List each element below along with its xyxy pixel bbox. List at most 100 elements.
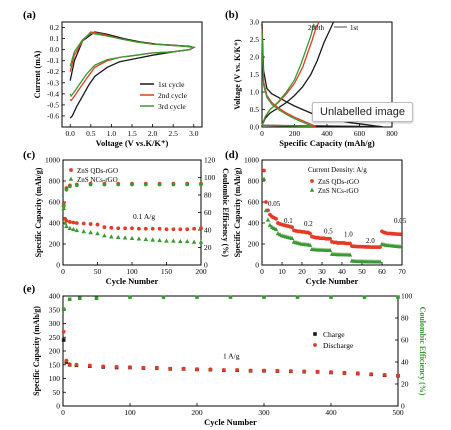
panel-a-xtick-label: 0.5 xyxy=(86,129,96,138)
panel-d-xtick-label: 70 xyxy=(398,267,406,276)
panel-d-data-point xyxy=(261,176,267,181)
panel-e-data-point xyxy=(87,363,92,368)
panel-d-ylabel: Specific Capacity (mAh/g) xyxy=(233,167,242,257)
panel-c-legend-marker xyxy=(69,168,73,172)
panel-c-data-point xyxy=(171,238,176,243)
panel-c-data-point xyxy=(67,225,73,231)
panel-d-data-point xyxy=(308,231,312,236)
panel-e-data-point xyxy=(67,362,72,367)
panel-d-data-point xyxy=(328,236,332,241)
panel-c-ytick-label: 600 xyxy=(49,198,61,207)
panel-c-data-point xyxy=(171,182,176,187)
panel-c-data-point xyxy=(74,221,79,225)
panel-e-data-point xyxy=(208,367,213,372)
panel-b-xtick-label: 400 xyxy=(321,129,333,138)
panel-a-legend-label: 1st cycle xyxy=(158,80,185,89)
panel-e-ytick-label: 0 xyxy=(56,402,60,411)
panel-c-xtick-label: 50 xyxy=(94,267,102,276)
panel-b-annotation: 200th xyxy=(308,24,324,32)
panel-e-data-point xyxy=(221,368,226,372)
panel-c-ytick-label: 400 xyxy=(49,219,61,228)
panel-c-data-point xyxy=(64,187,69,192)
panel-c-data-point xyxy=(198,239,204,244)
panel-c-data-point xyxy=(130,226,134,231)
panel-d-label: (d) xyxy=(225,149,239,161)
panel-c-legend-label: ZnS NCs-rGO xyxy=(77,176,118,184)
panel-e-data-point xyxy=(329,370,333,375)
panel-e-data-point xyxy=(168,366,173,371)
panel-c-data-point xyxy=(178,238,183,244)
panel-b-ylabel: Voltage (V vs. K/K⁺) xyxy=(233,39,242,110)
panel-c-data-point xyxy=(116,182,121,187)
panel-c-data-point xyxy=(143,182,148,187)
panel-c-xtick-label: 100 xyxy=(126,267,138,276)
panel-e-legend-label: Charge xyxy=(323,330,345,339)
panel-d-xlabel: Cycle Number xyxy=(306,276,359,286)
panel-e-data-point xyxy=(362,295,367,299)
panel-c-ytick-label: 800 xyxy=(49,177,61,186)
panel-e-y2tick-label: 100 xyxy=(401,292,413,301)
panel-c-data-point xyxy=(150,237,155,242)
panel-e-data-point xyxy=(369,372,374,376)
panel-d-data-point xyxy=(267,222,273,227)
panel-c-data-point xyxy=(88,222,93,226)
unlabelled-image-badge: Unlabelled image xyxy=(312,102,413,122)
panel-b-annotation: 1st xyxy=(350,24,358,32)
panel-e-label: (e) xyxy=(23,283,36,295)
panel-c-data-point xyxy=(61,205,66,211)
panel-c-data-point xyxy=(109,225,114,230)
panel-a-xtick-label: 1.5 xyxy=(127,129,137,138)
panel-b-ytick-label: 1.5 xyxy=(250,70,260,79)
panel-e-y2tick-label: 20 xyxy=(401,380,409,389)
panel-b-series-line xyxy=(261,23,315,127)
panel-d-data-point xyxy=(274,216,278,221)
panel-c-data-point xyxy=(68,220,72,224)
panel-c-data-point xyxy=(199,182,203,187)
panel-c-y2tick-label: 40 xyxy=(204,226,212,235)
panel-e-y2label: Coulombic Efficiency (%) xyxy=(418,307,427,396)
panel-d-rate-label: 0.05 xyxy=(394,217,407,225)
panel-d-xtick-label: 50 xyxy=(358,267,366,276)
panel-c-data-point xyxy=(123,226,127,231)
panel-c-data-point xyxy=(136,236,142,241)
panel-d-ytick-label: 600 xyxy=(248,198,260,207)
panel-e-xtick-label: 200 xyxy=(191,408,203,417)
panel-c-annotation: 0.1 A/g xyxy=(133,212,155,221)
panel-a-xtick-label: 0.0 xyxy=(66,129,76,138)
panel-c-y2tick-label: 120 xyxy=(204,156,216,165)
panel-a-ytick-label: 0.0 xyxy=(50,45,60,54)
panel-a-ytick-label: -0.2 xyxy=(47,67,59,76)
panel-c-data-point xyxy=(88,230,93,235)
panel-d-frame xyxy=(261,159,403,266)
panel-c-data-point xyxy=(71,220,76,225)
panel-d-legend-label: ZnS QDs-rGO xyxy=(318,178,359,186)
panel-c-data-point xyxy=(81,221,86,226)
panel-e-data-point xyxy=(114,365,119,369)
panel-d-data-point xyxy=(265,217,271,222)
panel-b-xtick-label: 800 xyxy=(386,129,398,138)
panel-e-data-point xyxy=(74,362,79,367)
panel-c-ytick-label: 1000 xyxy=(45,156,60,165)
panel-d-xtick-label: 40 xyxy=(338,267,346,276)
panel-e-ytick-label: 150 xyxy=(49,360,61,369)
panel-e-y2tick-label: 80 xyxy=(401,314,409,323)
panel-c-data-point xyxy=(192,226,197,231)
panel-e-xtick-label: 0 xyxy=(61,408,65,417)
panel-d-rate-label: 2.0 xyxy=(366,237,375,245)
panel-d-legend-marker xyxy=(310,179,314,183)
panel-a-legend-label: 3rd cycle xyxy=(158,102,186,111)
panel-c-data-point xyxy=(164,238,169,243)
panel-e-data-point xyxy=(235,368,240,372)
panel-c-data-point xyxy=(130,182,134,187)
panel-d-legend-title: Current Density: A/g xyxy=(308,166,367,174)
panel-c-label: (c) xyxy=(23,149,36,161)
panel-b-ytick-label: 0.0 xyxy=(250,123,260,132)
panel-c-data-point xyxy=(164,227,169,232)
panel-e-data-point xyxy=(161,295,166,299)
panel-d-data-point xyxy=(289,235,295,241)
panel-d-rate-label: 0.1 xyxy=(284,217,293,225)
panel-c-data-point xyxy=(88,182,93,187)
panel-a-ytick-label: -0.5 xyxy=(47,100,59,109)
panel-e-ylabel: Specific Capacity (mAh/g) xyxy=(32,306,41,396)
